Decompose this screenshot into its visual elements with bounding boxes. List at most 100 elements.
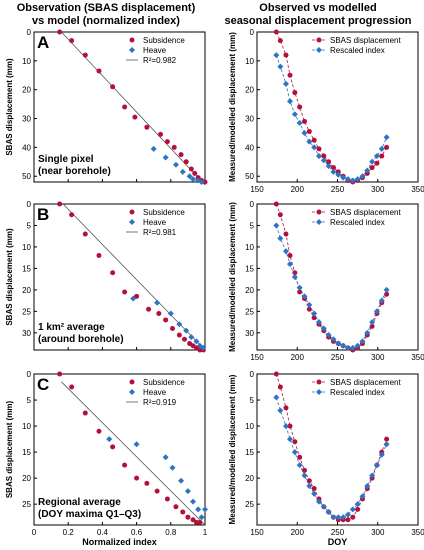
plot-frame — [33, 373, 206, 526]
y-tick-label: 0 — [27, 370, 32, 379]
subsidence-point — [154, 488, 160, 494]
heave-point — [325, 163, 332, 170]
panel-c2: 0 5 10 15 20 25 150 200 250 300 350 Measured/modell… — [228, 370, 424, 547]
subsidence-point — [176, 332, 182, 338]
subsidence-point — [277, 384, 283, 390]
y-tick-label: 20 — [22, 474, 31, 483]
subsidence-point — [287, 253, 293, 259]
subsidence-point — [171, 144, 177, 150]
y-tick-label: 5 — [27, 396, 32, 405]
subsidence-point — [369, 165, 375, 171]
heave-point — [195, 506, 202, 513]
legend-marker — [129, 47, 135, 53]
subsidence-point — [292, 90, 298, 96]
series-line — [275, 397, 387, 518]
legend-label: Subsidence — [143, 36, 185, 45]
heave-point — [325, 331, 332, 338]
subsidence-point — [122, 289, 128, 295]
panel-annotation: 1 km² average — [38, 322, 105, 333]
y-tick-label: 10 — [245, 243, 254, 252]
y-tick-label: 20 — [22, 86, 31, 95]
subsidence-point — [158, 131, 164, 137]
legend-marker — [316, 47, 322, 53]
heave-point — [383, 286, 390, 293]
panel-annotation: (around borehole) — [38, 334, 124, 345]
y-tick-label: 5 — [250, 396, 255, 405]
x-tick-label: 250 — [331, 185, 345, 194]
heave-point — [179, 168, 186, 175]
y-tick-label: 15 — [22, 264, 31, 273]
heave-point — [364, 167, 371, 174]
legend-marker — [129, 209, 135, 215]
subsidence-point — [330, 165, 336, 171]
heave-point — [287, 98, 294, 105]
x-tick-label: 0.8 — [165, 528, 177, 537]
subsidence-point — [96, 253, 102, 259]
heave-point — [344, 511, 351, 518]
x-tick-label: 0.4 — [97, 528, 109, 537]
heave-point — [291, 449, 298, 456]
legend-marker — [316, 37, 322, 43]
heave-point — [369, 472, 376, 479]
y-axis-label: SBAS displacement (mm) — [5, 400, 14, 498]
heave-point — [282, 80, 289, 87]
heave-point — [364, 482, 371, 489]
heave-point — [320, 325, 327, 332]
subsidence-point — [181, 336, 187, 342]
y-axis-label: Measured/modelled displacement (mm) — [228, 32, 237, 182]
y-tick-label: 25 — [245, 500, 254, 509]
subsidence-point — [185, 514, 191, 520]
subsidence-point — [173, 504, 179, 510]
subsidence-point — [292, 439, 298, 445]
subsidence-point — [57, 371, 63, 377]
subsidence-point — [188, 166, 194, 172]
subsidence-point — [355, 506, 361, 512]
heave-point — [383, 134, 390, 141]
y-tick-label: 0 — [250, 200, 255, 209]
subsidence-point — [277, 38, 283, 44]
heave-point — [198, 179, 205, 185]
heave-point — [383, 441, 390, 448]
subsidence-point — [326, 159, 332, 165]
heave-point — [296, 462, 303, 469]
subsidence-point — [57, 201, 63, 207]
subsidence-point — [321, 153, 327, 159]
y-tick-label: 40 — [245, 143, 254, 152]
left-column-title: Observation (SBAS displacement) vs model… — [16, 2, 196, 27]
subsidence-point — [193, 519, 199, 525]
y-tick-label: 20 — [245, 86, 254, 95]
subsidence-point — [273, 201, 279, 207]
y-tick-label: 10 — [245, 57, 254, 66]
heave-point — [277, 235, 284, 242]
right-column-title: Observed vs modelled seasonal displaceme… — [224, 2, 412, 27]
heave-point — [296, 284, 303, 291]
legend-marker — [316, 389, 322, 395]
x-axis-label: DOY — [328, 537, 348, 547]
heave-point — [106, 436, 113, 443]
subsidence-point — [110, 84, 116, 90]
plot-frame — [33, 31, 206, 183]
heave-point — [282, 248, 289, 255]
subsidence-point — [283, 231, 289, 237]
subsidence-point — [297, 104, 303, 110]
legend-label: R²=0.919 — [143, 398, 177, 407]
subsidence-point — [69, 212, 75, 218]
panel-a2: 0 10 20 30 40 50 150 200 250 300 350 Measured/model… — [228, 28, 424, 194]
subsidence-point — [350, 514, 356, 520]
heave-point — [176, 321, 183, 328]
y-tick-label: 20 — [245, 286, 254, 295]
heave-point — [190, 176, 197, 183]
heave-point — [277, 407, 284, 414]
heave-point — [184, 488, 191, 495]
y-tick-label: 10 — [245, 422, 254, 431]
y-tick-label: 15 — [245, 448, 254, 457]
legend-label: SBAS displacement — [330, 36, 401, 45]
legend-label: R²=0.982 — [143, 56, 177, 65]
subsidence-point — [82, 52, 88, 58]
fit-line — [62, 203, 206, 351]
heave-point — [335, 171, 342, 178]
subsidence-point — [156, 311, 162, 316]
heave-point — [198, 514, 205, 521]
legend-marker — [129, 219, 135, 225]
